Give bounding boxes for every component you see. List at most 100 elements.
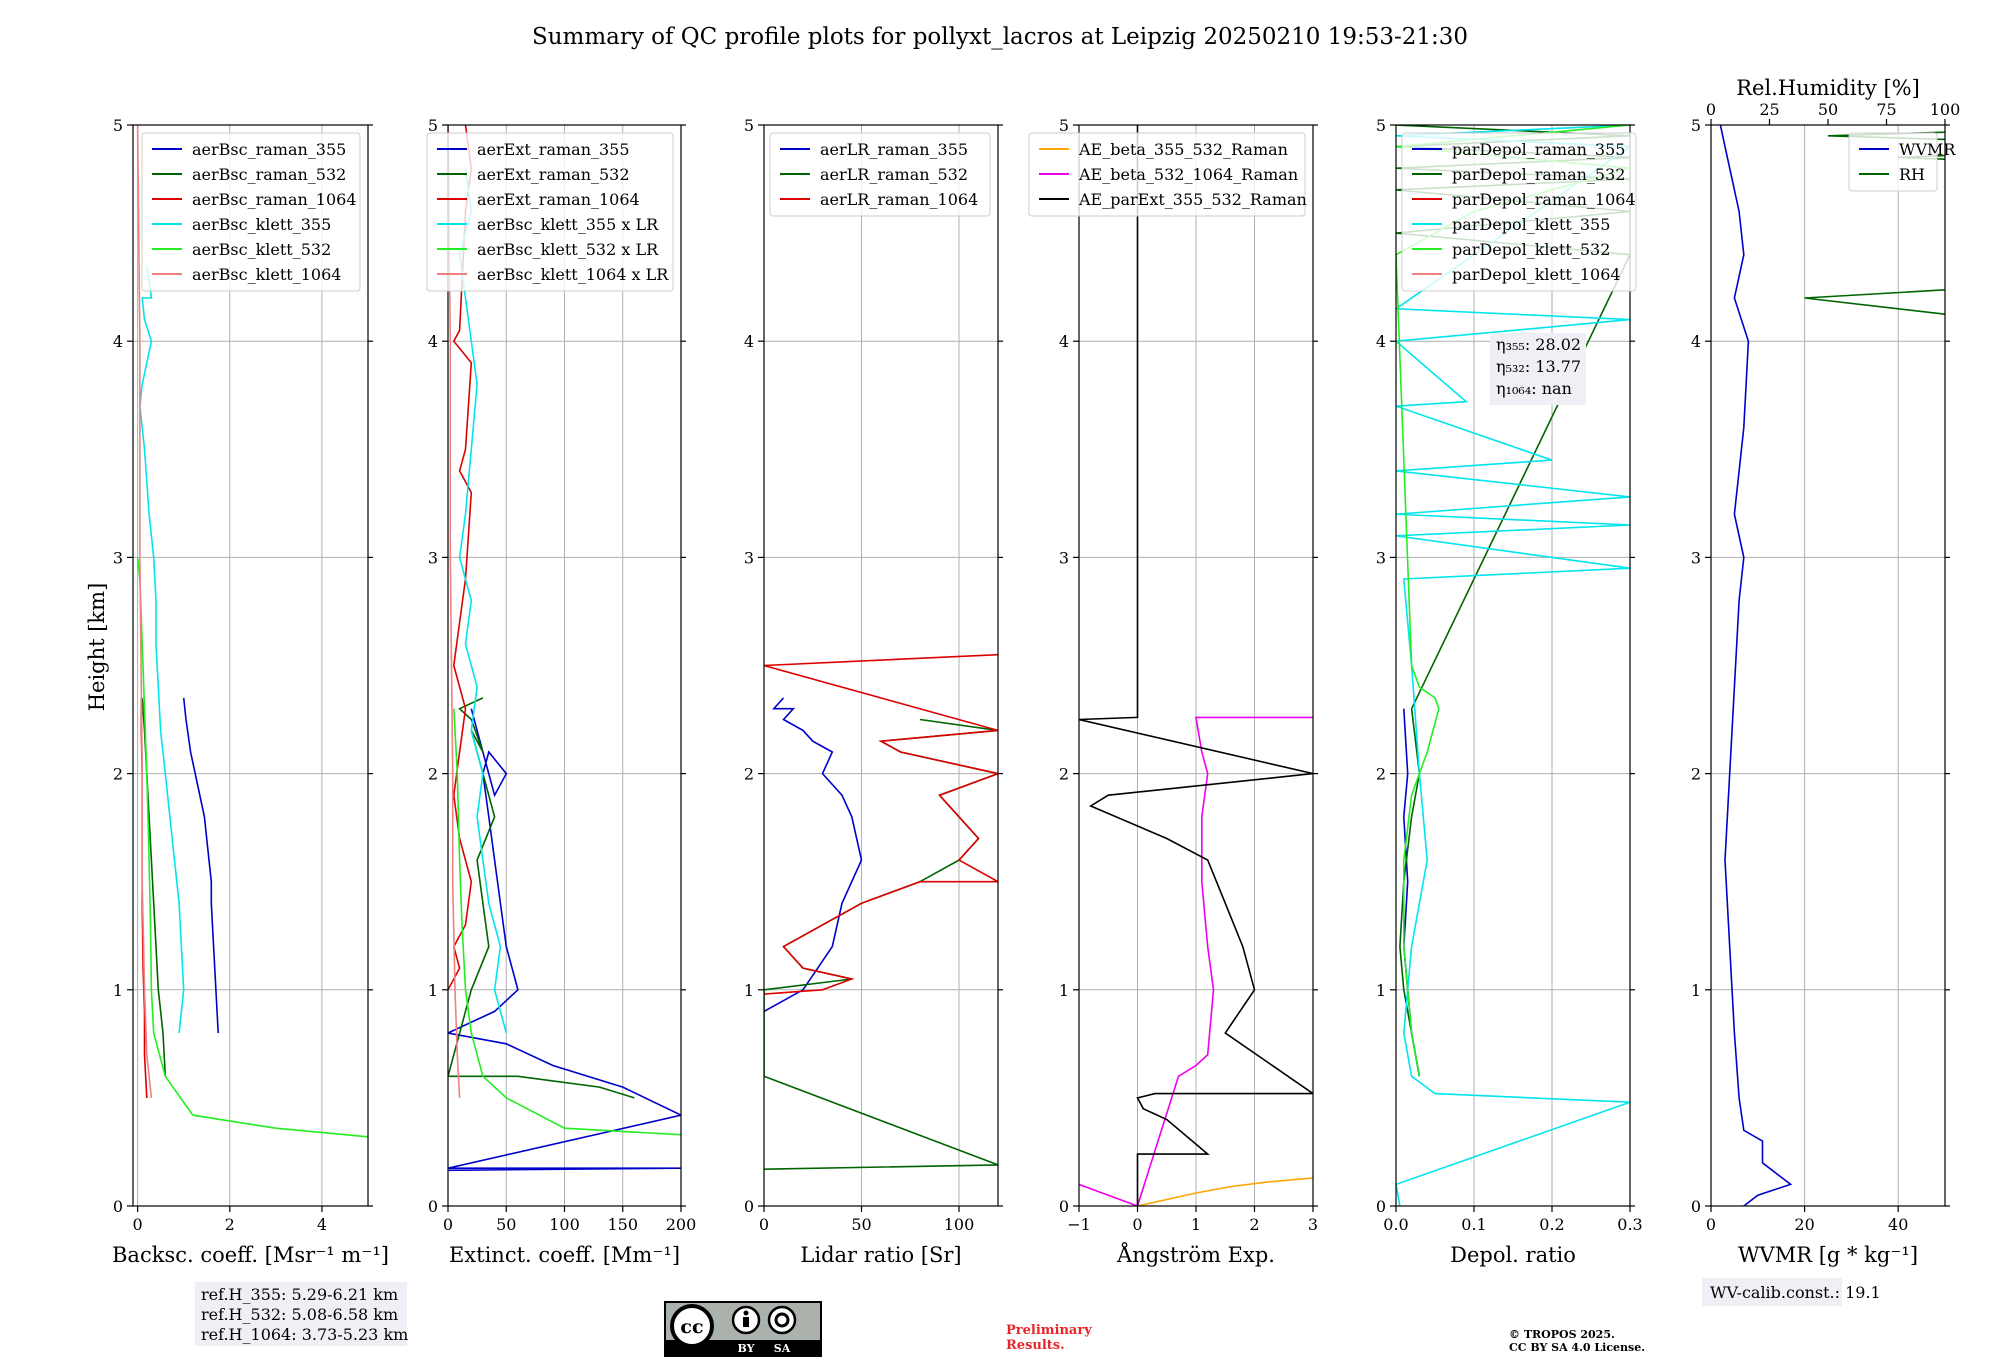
legend-entry: aerLR_raman_1064 xyxy=(820,190,978,209)
legend-entry: aerLR_raman_532 xyxy=(820,165,968,184)
y-axis-label: Height [km] xyxy=(85,583,109,712)
panel-wv: 0 20 40 0 1 2 3 4 5 WVMR [g * kg⁻¹] 0 25 50 75 100 Rel.… xyxy=(1691,76,1961,1267)
x-tick-label: 0 xyxy=(443,1215,453,1234)
svg-text:cc: cc xyxy=(680,1316,703,1338)
legend-entry: parDepol_raman_355 xyxy=(1452,140,1625,159)
legend-entry: parDepol_klett_532 xyxy=(1452,240,1610,259)
legend-entry: aerExt_raman_532 xyxy=(477,165,630,184)
x-tick-label: 0.1 xyxy=(1461,1215,1486,1234)
y-tick-label: 4 xyxy=(1691,332,1701,351)
y-tick-label: 4 xyxy=(428,332,438,351)
legend-entry: aerBsc_klett_1064 xyxy=(192,265,341,284)
wv-calib-box: WV-calib.const.: 19.1 xyxy=(1702,1278,1881,1306)
secondary-x-tick-label: 50 xyxy=(1818,100,1838,119)
y-tick-label: 1 xyxy=(113,981,123,1000)
y-tick-label: 4 xyxy=(1059,332,1069,351)
x-tick-label: 100 xyxy=(549,1215,580,1234)
figure-title: Summary of QC profile plots for pollyxt_… xyxy=(532,24,1468,50)
y-tick-label: 5 xyxy=(1059,116,1069,135)
y-tick-label: 0 xyxy=(428,1197,438,1216)
x-axis-label-bsc: Backsc. coeff. [Msr⁻¹ m⁻¹] xyxy=(112,1243,389,1267)
secondary-x-tick-label: 25 xyxy=(1759,100,1779,119)
legend-entry: aerBsc_raman_532 xyxy=(192,165,346,184)
copyright-text-1: © TROPOS 2025. xyxy=(1509,1328,1615,1341)
y-tick-label: 0 xyxy=(744,1197,754,1216)
cc-sa-label: SA xyxy=(774,1342,791,1355)
preliminary-text-2: Results. xyxy=(1006,1338,1065,1353)
y-tick-label: 4 xyxy=(744,332,754,351)
cc-license-badge: cc BY SA xyxy=(664,1301,822,1357)
series-line-aerBsc_klett_532 x LR xyxy=(453,708,681,1136)
x-tick-label: 2 xyxy=(1249,1215,1259,1234)
x-tick-label: 3 xyxy=(1308,1215,1318,1234)
ref-height-box: ref.H_355: 5.29-6.21 km ref.H_532: 5.08-… xyxy=(195,1282,408,1346)
legend-entry: aerBsc_klett_532 xyxy=(192,240,331,259)
y-tick-label: 3 xyxy=(744,548,754,567)
x-tick-label: 2 xyxy=(225,1215,235,1234)
series-line-aerExt_raman_355 xyxy=(448,708,681,1172)
secondary-x-tick-label: 100 xyxy=(1930,100,1961,119)
y-tick-label: 0 xyxy=(1059,1197,1069,1216)
x-tick-label: 1 xyxy=(1191,1215,1201,1234)
wv-calib-text: WV-calib.const.: 19.1 xyxy=(1710,1283,1881,1302)
x-tick-label: 0.0 xyxy=(1383,1215,1408,1234)
series-line-RH xyxy=(1804,131,1945,316)
x-axis-label-lr: Lidar ratio [Sr] xyxy=(800,1243,961,1267)
legend-entry: RH xyxy=(1899,165,1925,184)
series-line-WVMR xyxy=(1719,125,1793,1206)
x-tick-label: 200 xyxy=(666,1215,697,1234)
x-tick-label: −1 xyxy=(1067,1215,1091,1234)
ref-h-1064-text: ref.H_1064: 3.73-5.23 km xyxy=(201,1325,408,1344)
y-tick-label: 0 xyxy=(1376,1197,1386,1216)
y-tick-label: 2 xyxy=(1376,765,1386,784)
series-line-aerLR_raman_355 xyxy=(764,697,863,1013)
legend-bsc: aerBsc_raman_355 aerBsc_raman_532 aerBsc_r… xyxy=(141,132,361,292)
y-tick-label: 2 xyxy=(1691,765,1701,784)
cc-by-label: BY xyxy=(738,1342,755,1355)
x-tick-label: 150 xyxy=(607,1215,638,1234)
series-line-aerBsc_klett_1064 x LR xyxy=(448,125,461,1098)
panels: 0 2 4 0 1 2 3 4 5 Backsc. coeff. [Msr⁻¹ m⁻¹] aerBs… xyxy=(112,76,1961,1267)
y-tick-label: 5 xyxy=(1376,116,1386,135)
legend-wv: WVMR RH xyxy=(1848,132,1956,192)
y-tick-label: 5 xyxy=(113,116,123,135)
secondary-x-tick-label: 75 xyxy=(1876,100,1896,119)
x-axis-label-ext: Extinct. coeff. [Mm⁻¹] xyxy=(449,1243,680,1267)
x-axis-label-ae: Ångström Exp. xyxy=(1116,1242,1275,1267)
x-tick-label: 0 xyxy=(133,1215,143,1234)
legend-entry: aerExt_raman_355 xyxy=(477,140,630,159)
legend-entry: aerBsc_raman_1064 xyxy=(192,190,357,209)
y-tick-label: 5 xyxy=(744,116,754,135)
series-line-aerExt_raman_532 xyxy=(448,697,635,1099)
y-tick-label: 1 xyxy=(1059,981,1069,1000)
x-tick-label: 50 xyxy=(851,1215,871,1234)
series-line-AE_parExt_355_532_Raman xyxy=(1079,125,1313,1206)
eta-532-text: η₅₃₂: 13.77 xyxy=(1496,357,1581,376)
y-tick-label: 2 xyxy=(428,765,438,784)
legend-lr: aerLR_raman_355 aerLR_raman_532 aerLR_rama… xyxy=(769,132,991,217)
sa-icon xyxy=(767,1305,797,1335)
y-tick-label: 0 xyxy=(1691,1197,1701,1216)
series-line-aerBsc_klett_355 xyxy=(139,265,185,1034)
x-tick-label: 0 xyxy=(759,1215,769,1234)
x-tick-label: 100 xyxy=(944,1215,975,1234)
legend-entry: aerBsc_klett_1064 x LR xyxy=(477,265,669,284)
x-axis-label-depol: Depol. ratio xyxy=(1450,1243,1576,1267)
legend-entry: aerBsc_klett_355 xyxy=(192,215,331,234)
legend-entry: AE_parExt_355_532_Raman xyxy=(1078,190,1307,209)
ref-h-355-text: ref.H_355: 5.29-6.21 km xyxy=(201,1285,398,1304)
legend-depol: parDepol_raman_355 parDepol_raman_532 parD… xyxy=(1401,132,1637,292)
x-tick-label: 4 xyxy=(317,1215,327,1234)
legend-ae: AE_beta_355_532_Raman AE_beta_532_1064_Ra… xyxy=(1028,132,1307,217)
panel-lr: 0 50 100 0 1 2 3 4 5 Lidar ratio [Sr] aerLR_raman_… xyxy=(744,116,1003,1267)
y-tick-label: 3 xyxy=(1376,548,1386,567)
x-tick-label: 0 xyxy=(1132,1215,1142,1234)
x-axis-label-wv: WVMR [g * kg⁻¹] xyxy=(1738,1243,1918,1267)
y-tick-label: 3 xyxy=(1691,548,1701,567)
panel-depol: 0.0 0.1 0.2 0.3 0 1 2 3 4 5 Depol. ratio parDepol_r… xyxy=(1376,116,1643,1267)
y-tick-label: 1 xyxy=(744,981,754,1000)
copyright-text-2: CC BY SA 4.0 License. xyxy=(1509,1341,1645,1354)
series-line-AE_beta_532_1064_Raman xyxy=(1079,716,1313,1206)
